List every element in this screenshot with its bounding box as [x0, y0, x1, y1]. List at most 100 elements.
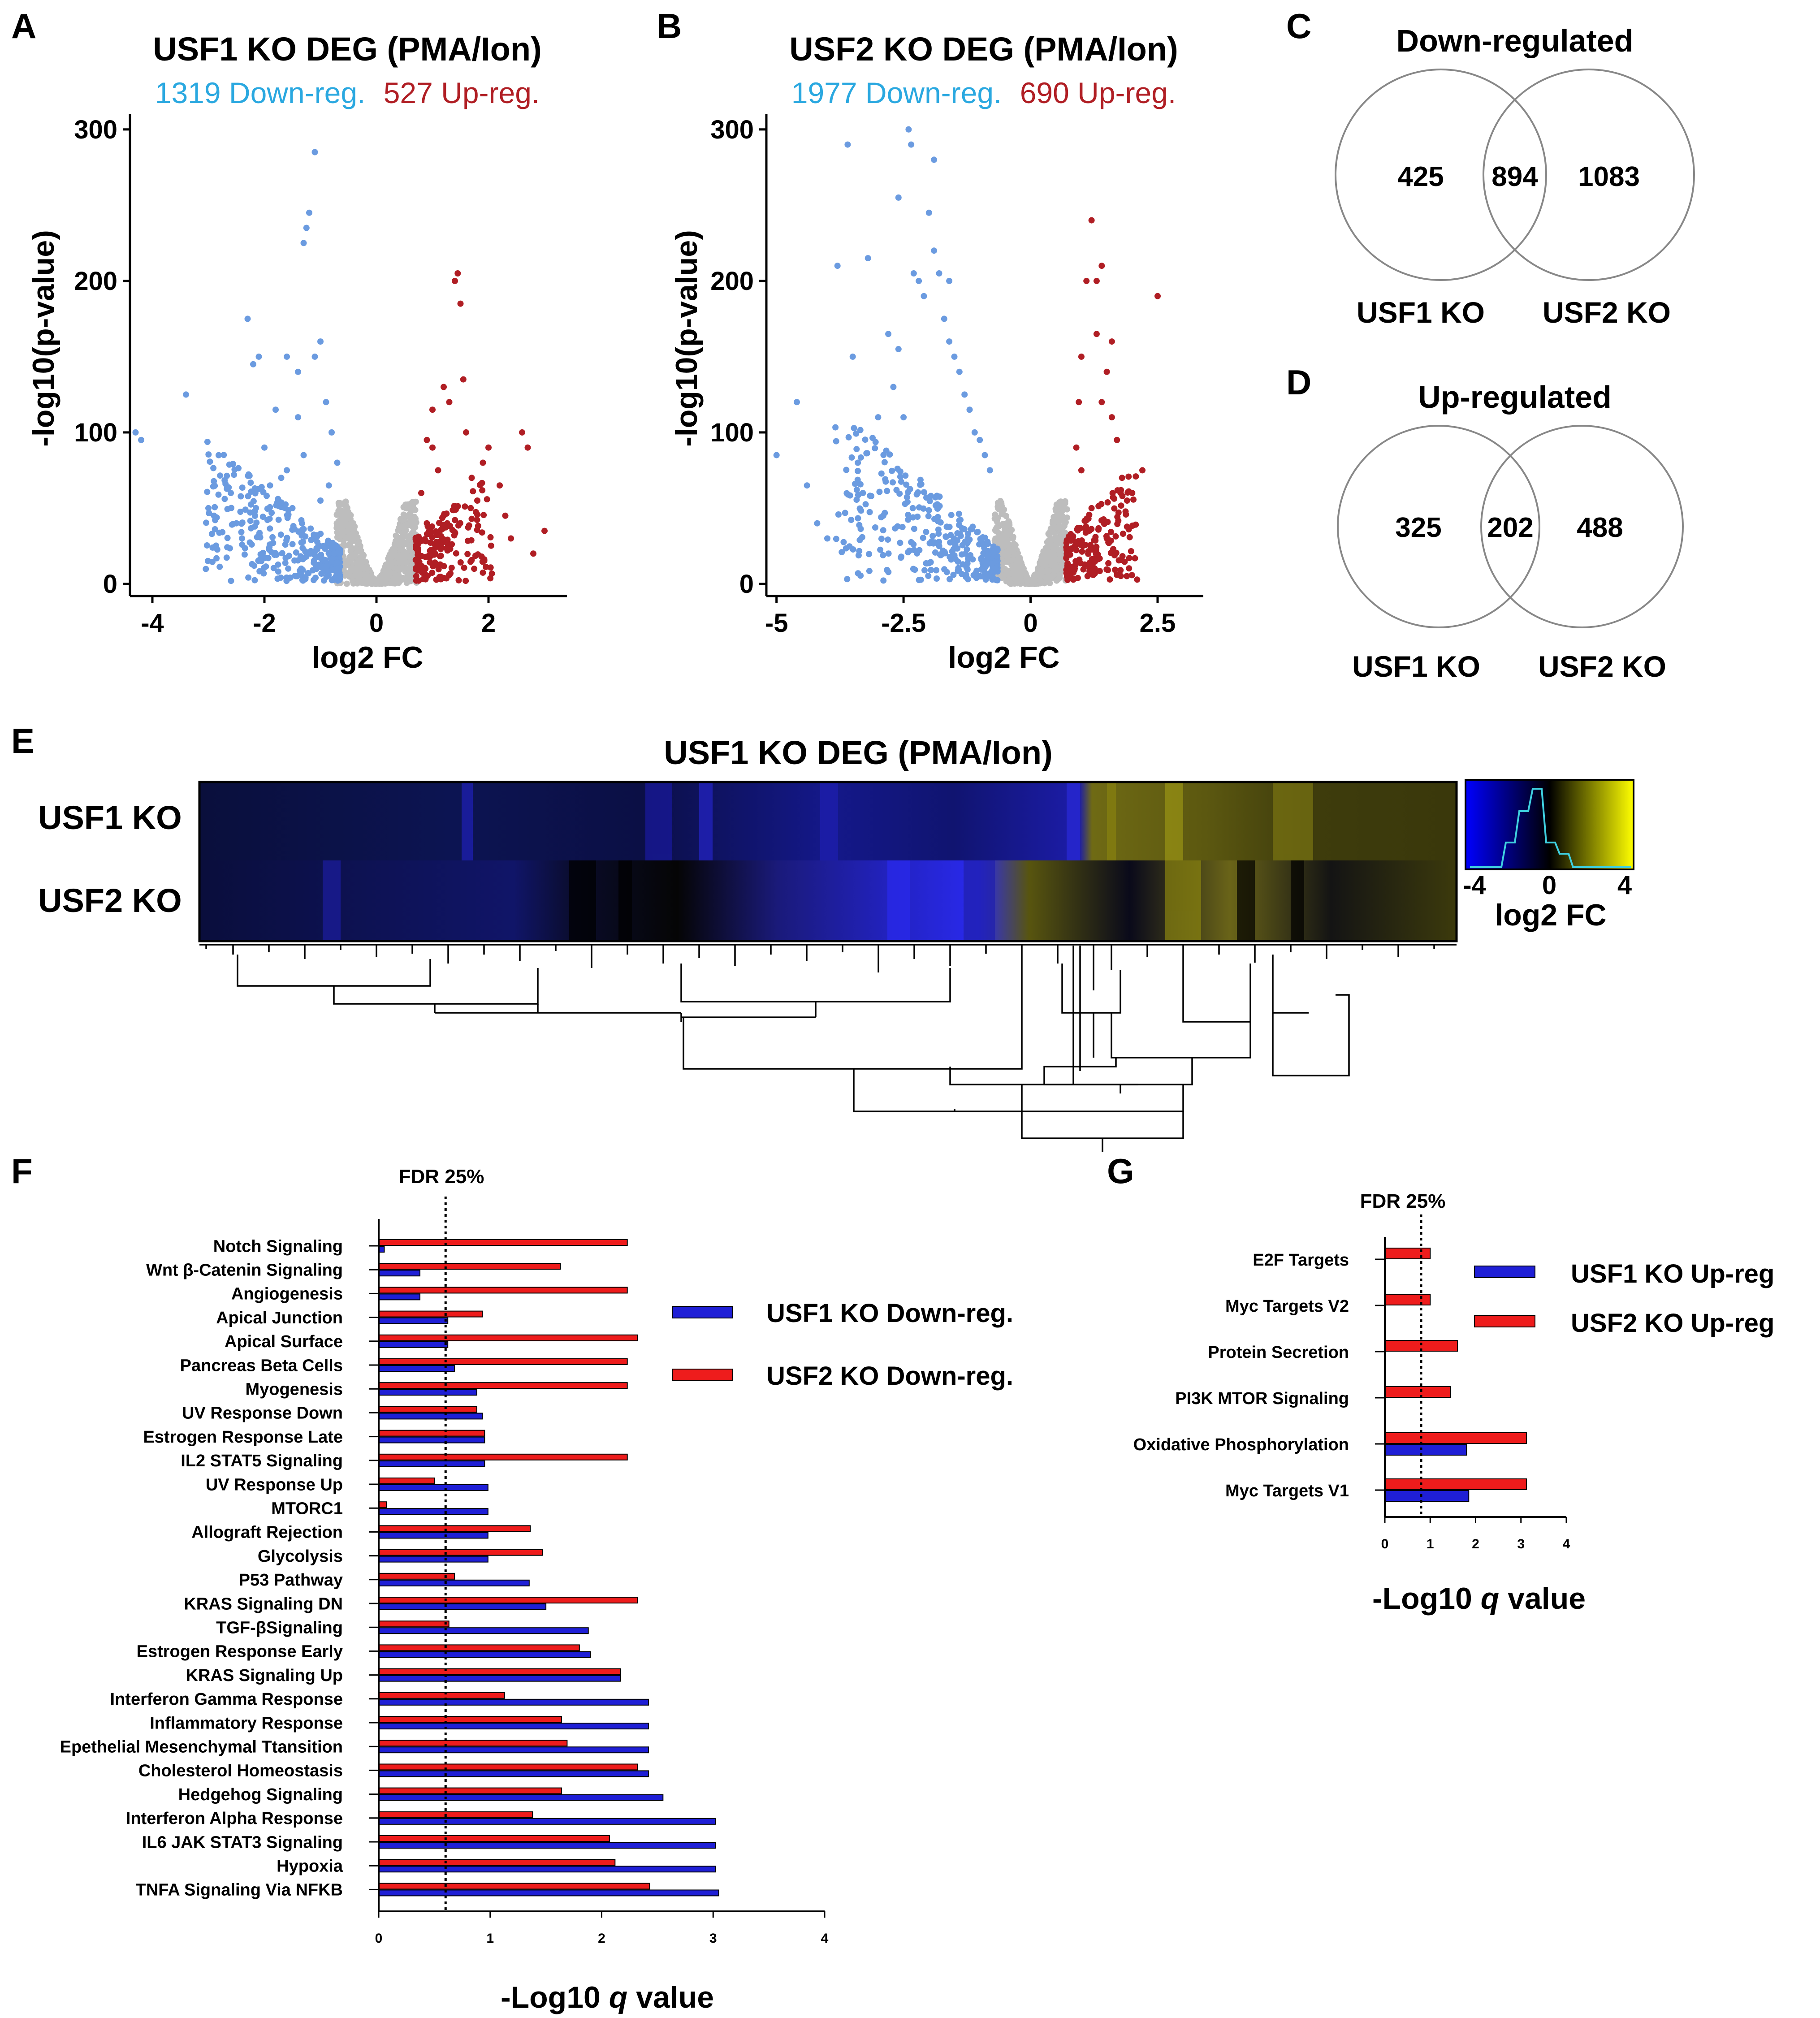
ns-point — [1008, 557, 1015, 564]
bar-usf2 — [1384, 1386, 1451, 1398]
up-point — [1063, 566, 1070, 573]
bar-usf1 — [378, 1389, 477, 1396]
down-point — [275, 568, 281, 575]
up-point — [483, 564, 489, 570]
up-point — [1088, 217, 1095, 224]
down-point — [298, 517, 305, 523]
down-point — [226, 545, 233, 552]
category-label: Protein Secretion — [1208, 1343, 1349, 1362]
up-point — [1104, 499, 1111, 506]
up-point — [441, 512, 447, 519]
up-point — [1107, 529, 1114, 536]
bar-usf2 — [378, 1549, 543, 1556]
down-point — [224, 535, 231, 541]
ns-point — [1050, 548, 1057, 554]
up-point — [1114, 571, 1120, 578]
ns-point — [362, 580, 369, 587]
down-point — [857, 526, 864, 532]
down-point — [897, 540, 904, 546]
up-point — [1092, 544, 1098, 551]
down-point — [941, 315, 947, 322]
colorbar-tick: 4 — [1617, 871, 1632, 900]
ns-point — [993, 528, 1000, 535]
down-point — [925, 513, 932, 519]
bar-usf1 — [378, 1556, 489, 1563]
fdr-label: FDR 25% — [1360, 1190, 1446, 1212]
down-point — [275, 561, 281, 568]
down-point — [814, 520, 821, 527]
legend-swatch-usf2 — [672, 1369, 733, 1381]
down-count-label: 1977 Down-reg. — [791, 76, 1002, 109]
ns-point — [403, 579, 410, 586]
down-point — [835, 511, 842, 518]
down-point — [300, 240, 307, 246]
bar-usf1 — [378, 1270, 420, 1277]
up-point — [453, 504, 459, 510]
bar-usf1 — [378, 1460, 485, 1467]
up-point — [480, 512, 487, 519]
down-point — [986, 467, 993, 474]
down-point — [846, 543, 853, 550]
ns-point — [1053, 508, 1059, 514]
up-point — [1126, 565, 1133, 572]
down-point — [865, 255, 871, 262]
down-point — [916, 577, 922, 583]
venn-title: Up-regulated — [1418, 380, 1612, 415]
x-tick-label: 0 — [1023, 609, 1038, 638]
ns-point — [381, 573, 388, 579]
down-point — [222, 480, 229, 487]
up-point — [426, 527, 432, 534]
up-point — [1105, 567, 1111, 574]
ns-point — [406, 542, 413, 549]
colorbar-tick: 0 — [1542, 871, 1556, 900]
down-point — [875, 414, 882, 421]
category-label: Myc Targets V1 — [1225, 1482, 1349, 1500]
down-point — [872, 445, 878, 452]
bar-usf1 — [378, 1818, 716, 1825]
down-point — [298, 565, 305, 572]
down-point — [238, 529, 245, 536]
down-point — [951, 353, 958, 360]
ns-point — [385, 566, 392, 573]
down-point — [916, 277, 922, 284]
down-point — [860, 490, 866, 497]
up-point — [465, 537, 471, 544]
up-point — [1125, 473, 1132, 480]
down-point — [880, 512, 886, 519]
x-tick-label: -2.5 — [881, 609, 926, 638]
down-point — [320, 556, 326, 563]
bar-usf2 — [378, 1859, 616, 1866]
up-point — [1087, 546, 1094, 553]
up-point — [1154, 293, 1161, 299]
down-point — [981, 452, 988, 458]
category-label: Glycolysis — [258, 1547, 343, 1566]
down-point — [223, 554, 230, 561]
down-point — [284, 514, 291, 521]
up-point — [1112, 533, 1119, 540]
venn-left-label: USF1 KO — [1352, 650, 1480, 683]
down-point — [880, 577, 887, 584]
down-point — [260, 570, 267, 577]
down-point — [890, 479, 896, 486]
down-point — [961, 391, 968, 398]
category-label: Angiogenesis — [231, 1285, 343, 1304]
bar-usf2 — [378, 1573, 455, 1580]
category-label: Wnt β-Catenin Signaling — [146, 1261, 343, 1280]
category-label: PI3K MTOR Signaling — [1175, 1389, 1349, 1408]
down-point — [905, 511, 912, 518]
down-point — [270, 540, 277, 546]
down-point — [270, 565, 277, 571]
ns-point — [1056, 499, 1063, 506]
legend-swatch-usf1 — [1474, 1266, 1535, 1278]
down-point — [946, 523, 953, 530]
category-label: Allograft Rejection — [191, 1523, 343, 1542]
down-point — [862, 501, 869, 508]
down-point — [248, 525, 254, 532]
x-axis-label: log2 FC — [948, 640, 1059, 674]
bar-usf1 — [378, 1746, 649, 1754]
down-point — [307, 525, 314, 532]
bar-usf2 — [378, 1811, 533, 1818]
down-point — [920, 535, 926, 541]
down-point — [833, 536, 839, 542]
down-point — [897, 468, 904, 475]
